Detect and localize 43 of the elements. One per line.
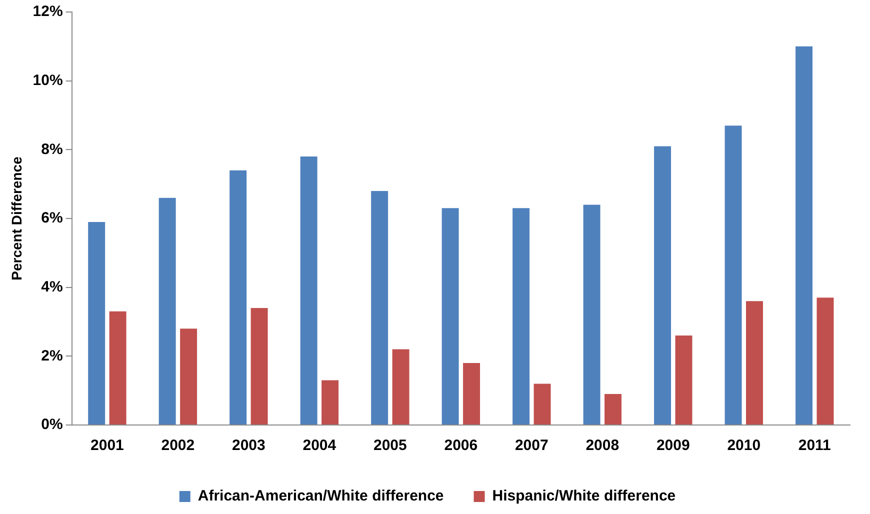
- y-tick-label: 10%: [32, 72, 63, 89]
- x-tick-label: 2004: [302, 437, 337, 454]
- x-tick-label: 2005: [373, 437, 407, 454]
- y-tick-label: 8%: [41, 140, 63, 158]
- y-tick-label: 4%: [41, 278, 63, 296]
- bar: [512, 208, 530, 424]
- x-tick-label: 2008: [586, 437, 620, 454]
- bar: [88, 222, 106, 424]
- x-tick-label: 2010: [727, 437, 761, 454]
- x-tick-label: 2007: [514, 437, 548, 454]
- x-tick-label: 2001: [90, 437, 124, 454]
- bar: [442, 208, 459, 424]
- bar: [300, 156, 318, 424]
- x-tick-label: 2006: [444, 437, 478, 454]
- bar: [816, 298, 834, 424]
- bar: [392, 349, 410, 424]
- bar: [230, 170, 247, 424]
- legend-label: Hispanic/White difference: [492, 488, 676, 505]
- y-tick-label: 2%: [41, 347, 63, 364]
- bar: [534, 384, 551, 424]
- legend-label: African-American/White difference: [198, 488, 444, 505]
- bar: [371, 190, 388, 424]
- y-axis-title: Percent Difference: [8, 156, 24, 280]
- x-tick-label: 2003: [232, 437, 266, 454]
- y-tick-label: 12%: [32, 3, 63, 20]
- x-tick-label: 2002: [161, 437, 195, 454]
- x-tick-label: 2011: [798, 437, 831, 454]
- bar: [604, 394, 622, 424]
- bar: [746, 301, 763, 424]
- bar: [180, 328, 198, 424]
- y-tick-label: 6%: [41, 210, 63, 227]
- bar: [675, 336, 692, 424]
- bar: [322, 380, 339, 424]
- bar: [250, 308, 268, 424]
- x-tick-label: 2009: [656, 437, 690, 454]
- bar: [583, 204, 600, 424]
- bar: [109, 311, 126, 424]
- bar: [158, 198, 176, 424]
- bar: [463, 363, 480, 424]
- y-tick-label: 0%: [41, 416, 63, 434]
- bar: [724, 126, 742, 424]
- bar: [654, 146, 672, 424]
- bar: [796, 46, 813, 424]
